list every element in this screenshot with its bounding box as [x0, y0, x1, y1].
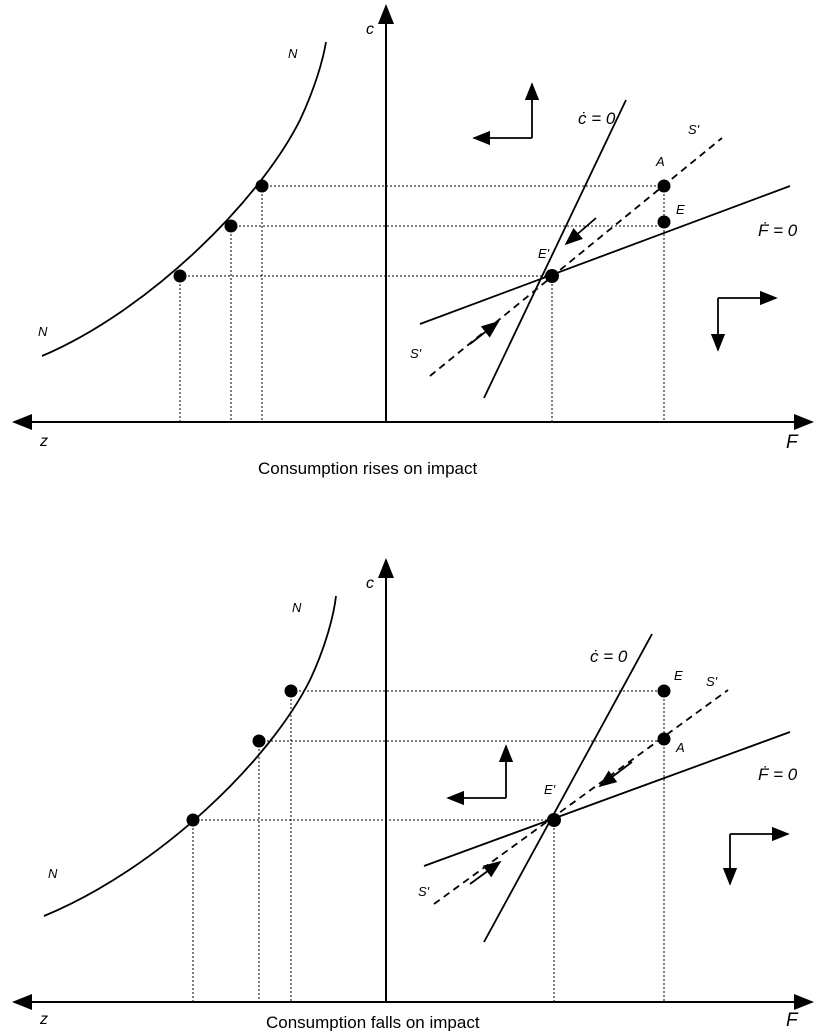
point-A-label: A	[655, 154, 665, 169]
guide-lines	[179, 185, 665, 422]
cdot-zero-line	[483, 99, 627, 399]
fdot-zero-line	[423, 731, 791, 867]
point-E	[657, 684, 671, 698]
panel-bottom: c z F N N ċ = 0 Ḟ = 0 S' S' E A E'	[12, 558, 814, 1031]
cdot-zero-line	[483, 633, 653, 943]
axis-label-z: z	[39, 433, 48, 450]
axis-label-c: c	[366, 21, 374, 38]
saddle-label-lower: S'	[410, 346, 422, 361]
direction-arrows-lower	[722, 826, 790, 886]
saddle-arrow-down	[598, 761, 633, 788]
point-N-1	[284, 684, 298, 698]
point-N-3	[173, 269, 187, 283]
curve-N-label-upper: N	[292, 600, 302, 615]
saddle-arrow-up	[469, 860, 502, 885]
point-E	[657, 215, 671, 229]
point-Eprime-label: E'	[544, 782, 556, 797]
point-Eprime	[547, 813, 561, 827]
caption-bottom: Consumption falls on impact	[266, 1013, 480, 1031]
saddle-path	[433, 689, 729, 905]
point-N-1	[255, 179, 269, 193]
fdot-zero-line	[419, 185, 791, 325]
point-N-3	[186, 813, 200, 827]
saddle-arrow-up	[469, 320, 500, 345]
cdot-zero-label: ċ = 0	[578, 109, 616, 128]
curve-N-label-lower: N	[38, 324, 48, 339]
saddle-label-upper: S'	[688, 122, 700, 137]
direction-arrows-upper	[472, 82, 540, 146]
point-Eprime	[545, 269, 559, 283]
point-A	[657, 179, 671, 193]
fdot-zero-label: Ḟ = 0	[758, 221, 798, 240]
panel-top: c z F N N ċ = 0 Ḟ = 0 S' S' A E E'	[12, 4, 814, 478]
direction-arrows-upper	[446, 744, 514, 806]
caption-top: Consumption rises on impact	[258, 459, 477, 478]
saddle-label-lower: S'	[418, 884, 430, 899]
point-E-label: E	[676, 202, 685, 217]
axis-label-F: F	[786, 432, 799, 453]
guide-lines	[192, 690, 665, 1002]
direction-arrows-lower	[710, 290, 778, 352]
saddle-arrow-down	[564, 217, 597, 246]
axis-label-F: F	[786, 1010, 799, 1031]
curve-N	[41, 41, 327, 357]
fdot-zero-label: Ḟ = 0	[758, 765, 798, 784]
curve-N-label-upper: N	[288, 46, 298, 61]
point-Eprime-label: E'	[538, 246, 550, 261]
curve-N	[43, 595, 337, 917]
curve-N-label-lower: N	[48, 866, 58, 881]
point-E-label: E	[674, 668, 683, 683]
point-N-2	[252, 734, 266, 748]
point-A-label: A	[675, 740, 685, 755]
saddle-label-upper: S'	[706, 674, 718, 689]
axis-label-c: c	[366, 575, 374, 592]
point-A	[657, 732, 671, 746]
point-N-2	[224, 219, 238, 233]
axis-label-z: z	[39, 1011, 48, 1028]
cdot-zero-label: ċ = 0	[590, 647, 628, 666]
